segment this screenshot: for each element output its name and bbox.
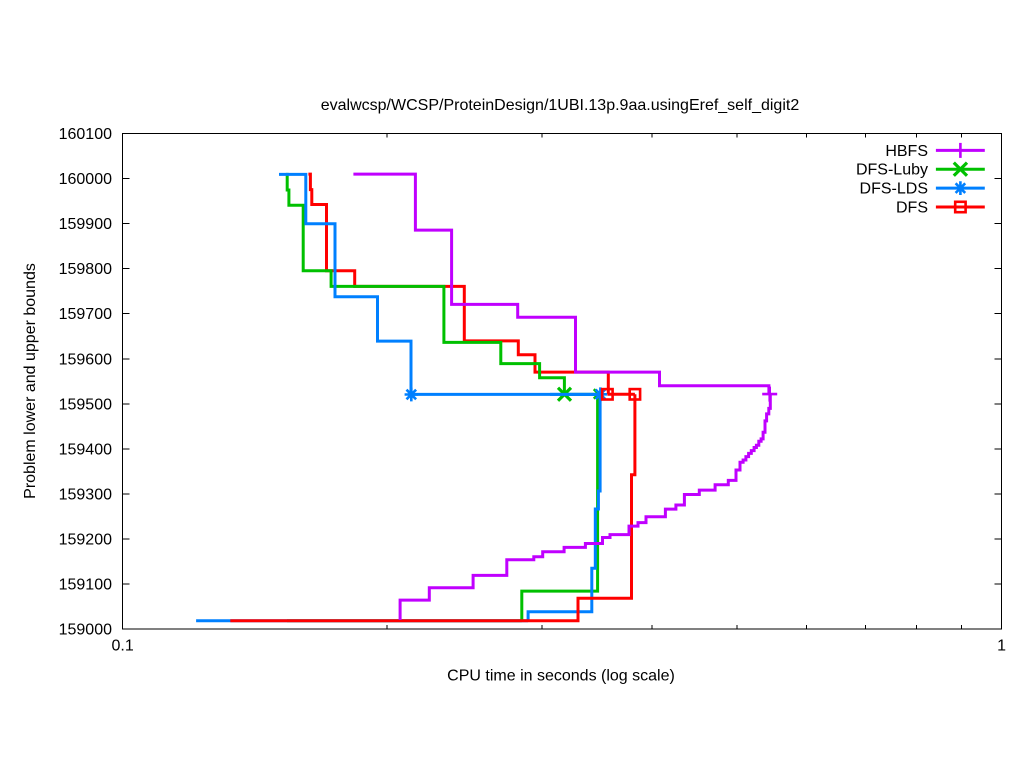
svg-text:159300: 159300 <box>59 486 112 503</box>
svg-text:160000: 160000 <box>59 171 112 188</box>
svg-text:159700: 159700 <box>59 306 112 323</box>
svg-text:DFS-LDS: DFS-LDS <box>860 181 928 198</box>
svg-text:159500: 159500 <box>59 396 112 413</box>
svg-text:1: 1 <box>997 637 1006 654</box>
svg-text:0.1: 0.1 <box>111 637 133 654</box>
svg-text:159400: 159400 <box>59 441 112 458</box>
svg-text:159900: 159900 <box>59 216 112 233</box>
svg-text:DFS: DFS <box>896 199 928 216</box>
svg-text:Problem lower and upper bounds: Problem lower and upper bounds <box>22 263 39 499</box>
svg-text:159100: 159100 <box>59 577 112 594</box>
svg-text:159600: 159600 <box>59 351 112 368</box>
svg-text:159200: 159200 <box>59 531 112 548</box>
svg-text:CPU time in seconds (log scale: CPU time in seconds (log scale) <box>447 668 675 685</box>
svg-text:evalwcsp/WCSP/ProteinDesign/1U: evalwcsp/WCSP/ProteinDesign/1UBI.13p.9aa… <box>321 97 800 114</box>
svg-text:160100: 160100 <box>59 126 112 143</box>
svg-text:HBFS: HBFS <box>885 143 928 160</box>
svg-text:159800: 159800 <box>59 261 112 278</box>
svg-text:DFS-Luby: DFS-Luby <box>856 162 928 179</box>
svg-text:159000: 159000 <box>59 622 112 639</box>
